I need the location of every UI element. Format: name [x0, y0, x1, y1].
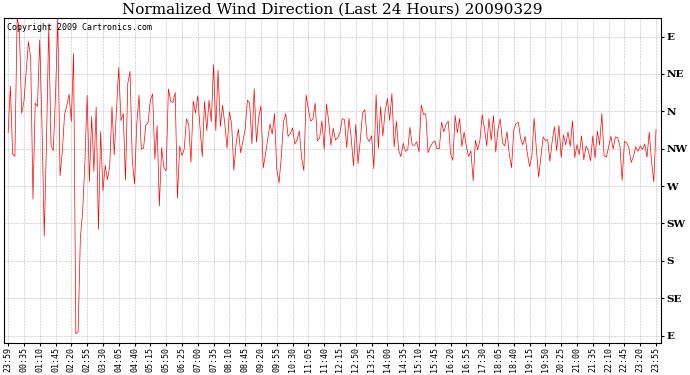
Title: Normalized Wind Direction (Last 24 Hours) 20090329: Normalized Wind Direction (Last 24 Hours… — [122, 3, 542, 17]
Text: Copyright 2009 Cartronics.com: Copyright 2009 Cartronics.com — [7, 23, 152, 32]
